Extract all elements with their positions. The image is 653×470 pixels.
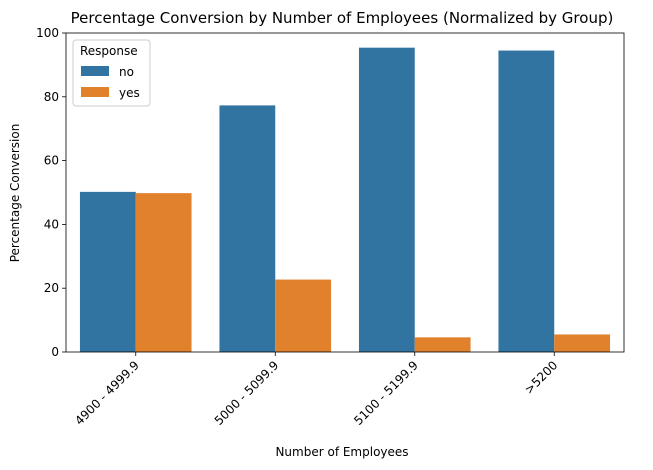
bar-yes-0 [135, 193, 192, 352]
x-tick-label: >5200 [522, 358, 561, 397]
plot-frame [65, 32, 625, 353]
y-tick-label: 20 [44, 281, 59, 295]
bars-group [79, 47, 611, 353]
y-tick-label: 0 [51, 345, 59, 359]
legend: Response no yes [72, 39, 151, 107]
x-axis-label: Number of Employees [275, 445, 408, 459]
bar-no-3 [498, 50, 555, 353]
legend-swatch-yes [81, 87, 109, 97]
legend-swatch-no [81, 66, 109, 76]
y-tick-label: 60 [44, 154, 59, 168]
y-axis-label: Percentage Conversion [8, 124, 22, 263]
bar-yes-1 [275, 279, 332, 352]
y-tick-label: 100 [36, 26, 59, 40]
chart-title: Percentage Conversion by Number of Emplo… [71, 9, 614, 27]
bar-no-0 [79, 191, 136, 352]
x-tick-label: 5100 - 5199.9 [351, 358, 421, 428]
x-tick-label: 4900 - 4999.9 [72, 358, 142, 428]
bar-no-2 [358, 47, 415, 352]
legend-title: Response [80, 44, 138, 58]
x-tick-label: 5000 - 5099.9 [212, 358, 282, 428]
legend-label-no: no [119, 65, 134, 79]
bar-yes-3 [554, 334, 611, 352]
y-tick-label: 40 [44, 217, 59, 231]
bar-no-1 [219, 105, 276, 353]
y-tick-label: 80 [44, 90, 59, 104]
legend-label-yes: yes [119, 86, 140, 100]
bar-yes-2 [414, 337, 471, 352]
